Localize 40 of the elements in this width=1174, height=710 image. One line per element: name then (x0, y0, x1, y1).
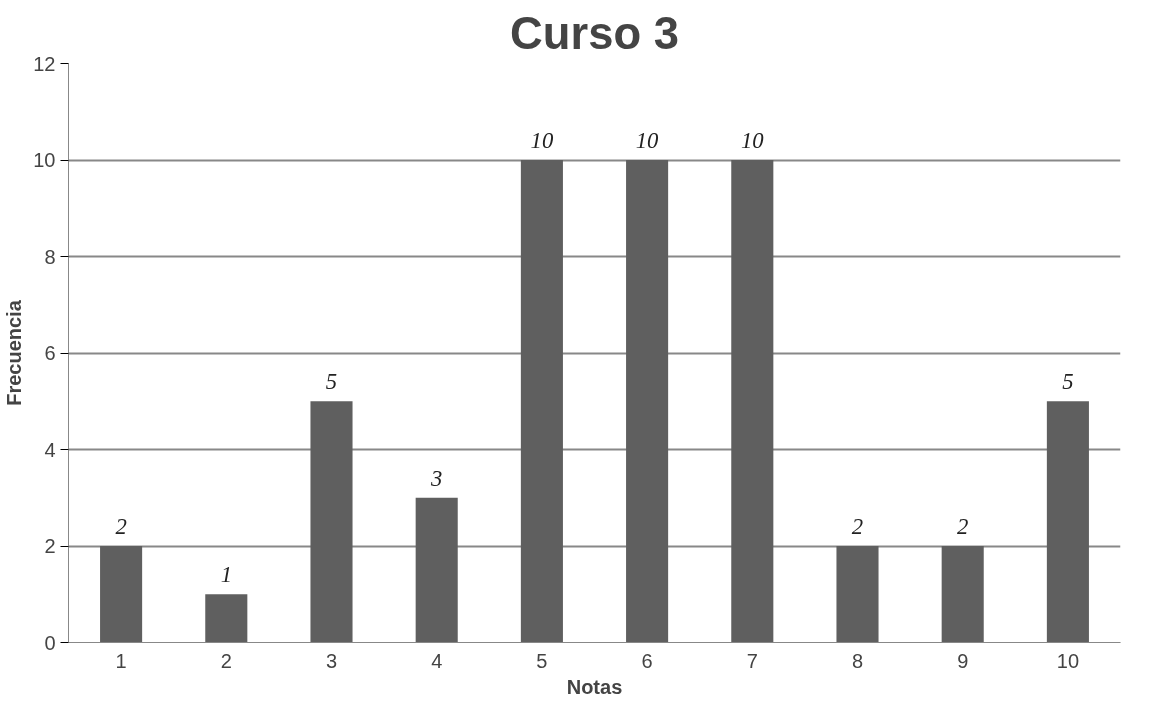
x-tick-label: 10 (1056, 649, 1080, 672)
x-tick-label: 2 (220, 649, 232, 672)
y-tick-label: 4 (44, 438, 56, 461)
x-tick-label: 3 (325, 649, 338, 672)
data-label: 5 (1062, 369, 1074, 395)
data-label: 2 (115, 514, 127, 539)
data-label: 3 (430, 465, 443, 491)
bar (100, 546, 143, 643)
y-tick-label: 0 (44, 631, 56, 654)
bar (941, 546, 984, 643)
y-tick-label: 12 (33, 52, 56, 75)
data-label: 2 (851, 514, 864, 539)
y-axis-title: Frecuencia (3, 299, 26, 406)
y-tick-label: 8 (44, 245, 56, 268)
bar (626, 160, 669, 643)
y-tick-label: 2 (44, 535, 56, 557)
bar (415, 497, 458, 643)
data-label: 5 (325, 369, 338, 395)
x-tick-label: 7 (746, 649, 758, 672)
bar (520, 160, 563, 643)
x-tick-label: 1 (115, 649, 127, 672)
data-label: 10 (530, 128, 554, 153)
data-label: 10 (635, 128, 660, 153)
bar (1046, 401, 1089, 643)
x-tick-label: 8 (851, 649, 864, 672)
data-label: 10 (740, 128, 765, 153)
bar (310, 401, 353, 643)
data-label: 1 (220, 562, 232, 588)
bar (836, 546, 879, 643)
bar (731, 160, 774, 643)
y-tick-label: 10 (33, 149, 56, 171)
x-tick-label: 6 (641, 649, 653, 672)
x-tick-label: 9 (957, 649, 969, 672)
x-tick-label: 5 (536, 649, 548, 672)
y-tick-label: 6 (44, 342, 56, 364)
data-label: 2 (957, 514, 969, 539)
chart-title: Curso 3 (510, 7, 679, 59)
bar (205, 594, 248, 643)
x-axis-title: Notas (566, 675, 623, 698)
x-tick-label: 4 (431, 649, 443, 672)
